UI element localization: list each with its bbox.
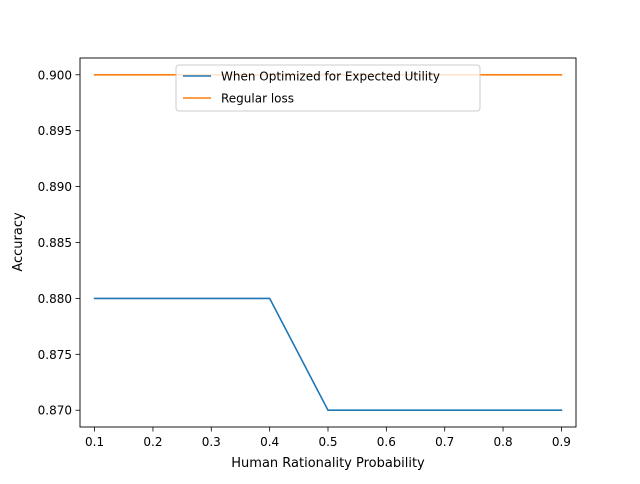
legend-box [175, 64, 481, 112]
data-point-when-optimized-for-expected-utility-3 [268, 297, 270, 299]
x-axis: 0.1 0.2 0.3 0.4 0.5 0.6 0.7 0.8 0.9 [85, 427, 571, 449]
x-tick-label: 0.1 [85, 435, 104, 449]
data-point-regular-loss-7 [502, 74, 504, 76]
y-tick-label: 0.885 [38, 236, 72, 250]
data-point-when-optimized-for-expected-utility-0 [93, 297, 95, 299]
x-tick-label: 0.6 [377, 435, 396, 449]
data-point-when-optimized-for-expected-utility-4 [327, 409, 329, 411]
y-tick-label: 0.880 [38, 292, 72, 306]
y-tick-label: 0.895 [38, 124, 72, 138]
y-tick-label: 0.875 [38, 348, 72, 362]
y-axis-label: Accuracy [11, 212, 26, 272]
y-tick-label: 0.900 [38, 68, 72, 82]
data-point-regular-loss-8 [560, 74, 562, 76]
series-line-when-optimized-for-expected-utility [93, 297, 563, 412]
x-tick-label: 0.3 [202, 435, 221, 449]
data-point-when-optimized-for-expected-utility-1 [152, 297, 154, 299]
legend-label-regular-loss: Regular loss [221, 92, 294, 106]
data-point-when-optimized-for-expected-utility-2 [210, 297, 212, 299]
data-point-when-optimized-for-expected-utility-5 [385, 409, 387, 411]
x-tick-label: 0.5 [318, 435, 337, 449]
y-tick-label: 0.890 [38, 180, 72, 194]
y-tick-label: 0.870 [38, 404, 72, 418]
data-point-regular-loss-0 [93, 74, 95, 76]
data-point-regular-loss-1 [152, 74, 154, 76]
x-tick-label: 0.7 [435, 435, 454, 449]
legend-label-when-optimized-for-expected-utility: When Optimized for Expected Utility [221, 70, 440, 84]
data-point-when-optimized-for-expected-utility-8 [560, 409, 562, 411]
x-tick-label: 0.8 [494, 435, 513, 449]
data-point-when-optimized-for-expected-utility-7 [502, 409, 504, 411]
legend: When Optimized for Expected Utility Regul… [175, 64, 481, 112]
x-axis-label: Human Rationality Probability [231, 456, 425, 471]
data-point-when-optimized-for-expected-utility-6 [444, 409, 446, 411]
x-tick-label: 0.4 [260, 435, 279, 449]
x-tick-label: 0.2 [143, 435, 162, 449]
y-axis: 0.870 0.875 0.880 0.885 0.890 0.895 0.900 [38, 68, 80, 418]
x-tick-label: 0.9 [552, 435, 571, 449]
